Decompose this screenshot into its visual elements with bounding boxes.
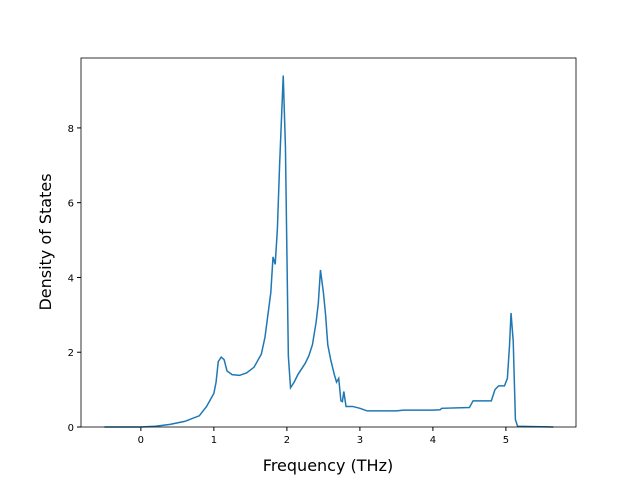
x-tick-label: 1 <box>211 435 217 446</box>
x-tick-label: 2 <box>284 435 290 446</box>
x-axis-label: Frequency (THz) <box>263 456 393 475</box>
x-tick-label: 3 <box>357 435 363 446</box>
x-tick-label: 4 <box>430 435 436 446</box>
y-tick-label: 0 <box>68 423 74 434</box>
line <box>104 75 554 428</box>
x-tick-label: 0 <box>138 435 144 446</box>
y-tick-label: 8 <box>68 124 74 135</box>
y-tick-label: 4 <box>68 273 74 284</box>
x-tick-label: 5 <box>503 435 509 446</box>
y-axis-label: Density of States <box>36 173 55 310</box>
y-tick-label: 2 <box>68 348 74 359</box>
plot-frame <box>80 57 577 428</box>
y-tick-label: 6 <box>68 199 74 210</box>
